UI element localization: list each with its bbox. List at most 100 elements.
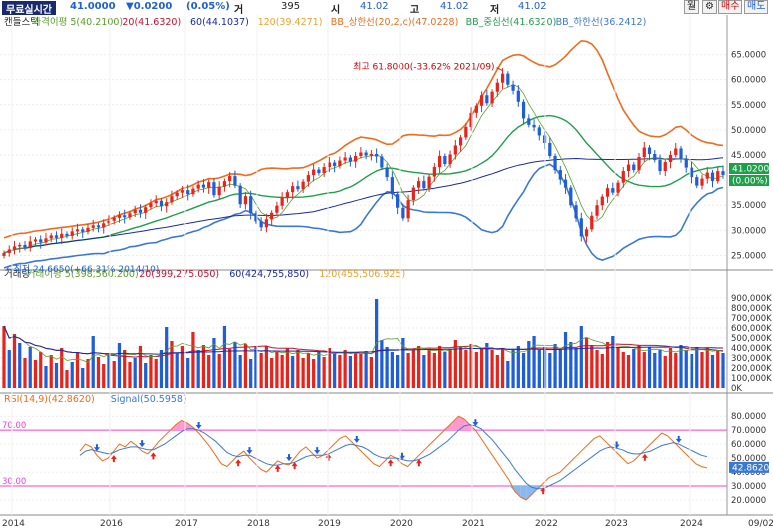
volume-bar <box>285 348 290 388</box>
buy-button[interactable]: 매수 <box>718 0 743 14</box>
candle-down <box>138 209 143 213</box>
candle-up <box>301 181 305 190</box>
low-annotation: ←최저 24.6650(+66.31% 2014/10) <box>6 264 159 275</box>
last-price-tag <box>729 162 769 174</box>
bb-middle-line <box>3 114 724 254</box>
candle-up <box>674 148 678 156</box>
last-price-tag-text: 41.0200 <box>732 164 769 174</box>
volume-bar <box>642 352 646 388</box>
buy-signal-arrow <box>150 452 157 460</box>
candle-up <box>264 219 269 228</box>
sell-signal-arrow <box>613 441 620 449</box>
volume-bar <box>401 338 405 388</box>
volume-bar <box>233 342 237 388</box>
candle-up <box>191 188 195 195</box>
volume-bar <box>60 348 64 388</box>
volume-ma60-line <box>3 325 723 355</box>
candle-up <box>280 197 284 206</box>
volume-bar <box>296 350 300 388</box>
candle-up <box>270 212 274 220</box>
candle-up <box>595 205 599 216</box>
candle-up <box>18 244 22 247</box>
rsi-tick-label: 50.0000 <box>731 454 766 464</box>
candle-down <box>422 181 426 189</box>
volume-bar <box>180 346 185 388</box>
legend-item: 120(39.4271) <box>258 17 323 28</box>
period-month-button[interactable]: 월 <box>684 0 700 14</box>
sell-signal-arrow <box>398 452 405 460</box>
volume-bar <box>212 338 216 388</box>
volume-bar <box>333 353 337 388</box>
volume-bar <box>590 345 594 388</box>
sell-button[interactable]: 매도 <box>744 0 769 14</box>
candle-up <box>411 187 415 201</box>
volume-bar <box>705 348 709 388</box>
candle-down <box>611 188 615 193</box>
x-tick-label: 2024 <box>680 519 703 529</box>
volume-bar <box>584 338 589 388</box>
candle-up <box>354 156 358 162</box>
candle-up <box>291 186 295 193</box>
price-tick-label: 60.0000 <box>731 76 766 86</box>
volume-bar <box>243 344 248 388</box>
candle-up <box>406 200 410 219</box>
volume-bar <box>616 348 620 388</box>
volume-bar <box>569 342 573 388</box>
candle-up <box>464 126 468 138</box>
volume-bar <box>563 332 568 388</box>
volume-bar <box>548 353 552 388</box>
legend-item: 120(455,506.925) <box>319 269 405 280</box>
volume-bar <box>128 362 132 388</box>
candle-up <box>33 239 38 242</box>
candle-down <box>516 90 520 102</box>
legend-item: 20(41.6320) <box>122 17 181 28</box>
sell-signal-arrow <box>472 419 479 427</box>
volume-bar <box>390 352 394 388</box>
volume-bar <box>537 350 541 388</box>
candle-down <box>506 73 510 85</box>
volume-bar <box>144 363 148 388</box>
candle-up <box>716 171 720 182</box>
price-tick-label: 35.0000 <box>731 201 766 211</box>
candle-down <box>710 172 715 182</box>
x-tick-label: 2017 <box>175 519 198 529</box>
candle-up <box>427 176 431 189</box>
rsi-overbought-fill <box>176 420 182 431</box>
candle-down <box>81 229 85 232</box>
volume-bar <box>653 353 657 388</box>
sell-signal-arrow <box>286 454 292 462</box>
last-price: 41.0000 <box>70 1 116 12</box>
candle-up <box>469 112 473 127</box>
candle-up <box>432 167 436 177</box>
settings-button[interactable]: ⚙ <box>702 0 717 14</box>
ma60-line <box>3 157 724 254</box>
sell-signal-arrow <box>139 440 146 448</box>
volume-bar <box>432 353 436 388</box>
volume-bar <box>464 350 468 388</box>
candle-down <box>401 207 405 219</box>
volume-bar <box>411 349 415 388</box>
candle-up <box>49 235 53 239</box>
volume-bar <box>102 364 106 388</box>
high-value: 41.02 <box>440 1 469 12</box>
volume-bar <box>249 359 253 388</box>
volume-bar <box>521 353 526 388</box>
candle-down <box>259 221 263 228</box>
volume-bar <box>44 366 48 388</box>
volume-bar <box>516 346 520 388</box>
candle-up <box>228 176 232 182</box>
candle-down <box>695 177 699 186</box>
volume-bar <box>684 350 688 388</box>
legend-item: 60(424,755,850) <box>229 269 309 280</box>
rsi-oversold-fill <box>514 486 521 498</box>
candle-down <box>385 167 389 178</box>
realtime-badge: 무료실시간 <box>2 1 56 16</box>
candle-down <box>317 169 321 174</box>
buy-signal-arrow <box>291 462 298 470</box>
volume-tick-label: 400,000K <box>731 344 772 354</box>
candle-down <box>579 218 583 237</box>
rsi-last-tag-text: 42.8620 <box>732 463 769 473</box>
candle-up <box>458 137 463 146</box>
volume-bar <box>506 361 510 388</box>
